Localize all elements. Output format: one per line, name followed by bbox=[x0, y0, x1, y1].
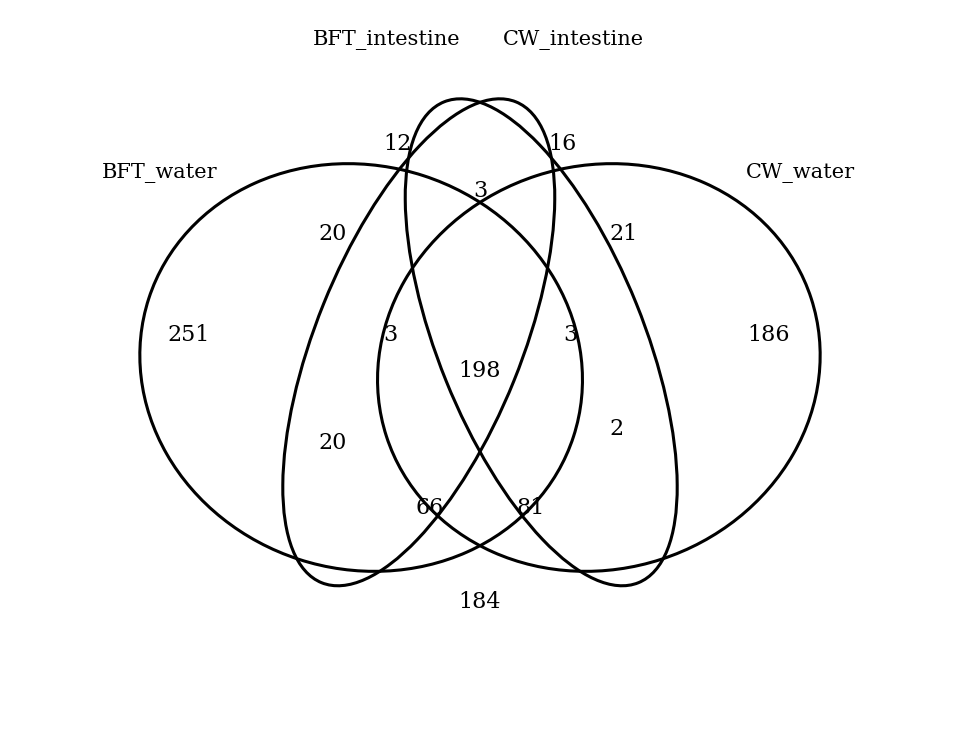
Text: 3: 3 bbox=[383, 324, 397, 346]
Text: CW_water: CW_water bbox=[746, 163, 855, 183]
Text: 12: 12 bbox=[383, 133, 411, 155]
Text: 3: 3 bbox=[563, 324, 577, 346]
Text: 2: 2 bbox=[610, 417, 624, 440]
Text: 186: 186 bbox=[747, 324, 789, 346]
Text: 16: 16 bbox=[549, 133, 577, 155]
Text: 21: 21 bbox=[610, 223, 638, 245]
Text: 251: 251 bbox=[167, 324, 209, 346]
Text: 20: 20 bbox=[318, 223, 347, 245]
Text: 66: 66 bbox=[416, 497, 444, 519]
Text: 81: 81 bbox=[516, 497, 544, 519]
Text: 198: 198 bbox=[459, 360, 501, 382]
Text: BFT_intestine: BFT_intestine bbox=[313, 29, 460, 50]
Text: CW_intestine: CW_intestine bbox=[503, 29, 644, 50]
Text: 3: 3 bbox=[473, 180, 487, 202]
Text: 20: 20 bbox=[318, 432, 347, 454]
Text: 184: 184 bbox=[459, 591, 501, 612]
Text: BFT_water: BFT_water bbox=[102, 163, 217, 183]
